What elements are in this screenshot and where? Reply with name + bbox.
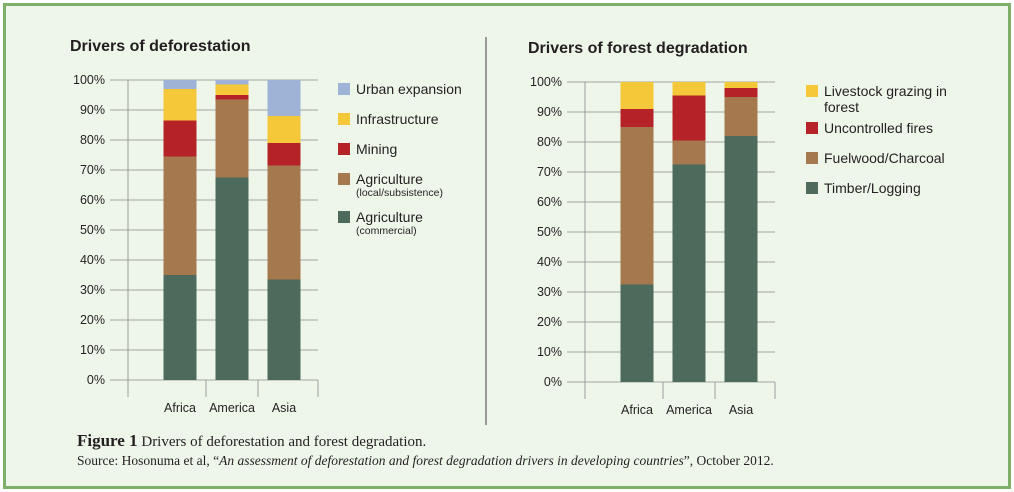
bar-segment-mining	[163, 120, 197, 157]
legend-sublabel: (local/subsistence)	[356, 187, 443, 199]
bar-segment-timber	[620, 284, 654, 382]
bar-segment-fires	[620, 109, 654, 127]
legend-item-urban-expansion: Urban expansion	[338, 81, 462, 97]
legend-swatch	[338, 113, 350, 125]
source-line: Source: Hosonuma et al, “An assessment o…	[77, 453, 774, 469]
legend-item-uncontrolled-fires: Uncontrolled fires	[806, 120, 933, 136]
chart-divider	[485, 37, 487, 425]
legend-label: Fuelwood/Charcoal	[824, 150, 945, 166]
legend-swatch	[806, 182, 818, 194]
y-tick-label: 10%	[80, 343, 105, 357]
y-tick-label: 70%	[80, 163, 105, 177]
legend-label: Livestock grazing in forest	[824, 83, 947, 115]
y-tick-label: 90%	[80, 103, 105, 117]
y-tick-label: 10%	[537, 345, 562, 359]
legend-label: Uncontrolled fires	[824, 120, 933, 136]
y-tick-label: 70%	[537, 165, 562, 179]
source-title: An assessment of deforestation and fores…	[219, 453, 684, 468]
bar-segment-fuelwood	[672, 140, 706, 165]
figure-caption: Figure 1 Drivers of deforestation and fo…	[77, 431, 774, 469]
legend-item-timber-logging: Timber/Logging	[806, 180, 921, 196]
bar-segment-fires	[672, 95, 706, 141]
legend-item-agriculture-commercial: Agriculture (commercial)	[338, 209, 423, 238]
legend-sublabel: (commercial)	[356, 225, 417, 237]
source-prefix: Source: Hosonuma et al, “	[77, 453, 220, 468]
y-tick-label: 30%	[80, 283, 105, 297]
legend-item-agriculture-local: Agriculture (local/subsistence)	[338, 171, 443, 200]
legend-label: Mining	[356, 141, 398, 157]
legend-swatch	[806, 152, 818, 164]
y-tick-label: 40%	[80, 253, 105, 267]
y-tick-label: 60%	[537, 195, 562, 209]
bar-segment-mining	[267, 143, 301, 166]
y-tick-label: 20%	[537, 315, 562, 329]
y-tick-label: 100%	[73, 73, 105, 87]
legend-swatch	[338, 83, 350, 95]
legend-label: Agriculture	[356, 209, 423, 225]
legend-label: Timber/Logging	[824, 180, 921, 196]
legend-label: Urban expansion	[356, 81, 462, 97]
source-suffix: ”, October 2012.	[683, 453, 774, 468]
x-tick-label: America	[209, 401, 255, 415]
x-tick-label: America	[666, 403, 712, 417]
y-tick-label: 40%	[537, 255, 562, 269]
bar-segment-agri_local	[267, 165, 301, 280]
chart-title-degradation: Drivers of forest degradation	[528, 40, 748, 57]
y-tick-label: 0%	[87, 373, 105, 387]
y-tick-label: 0%	[544, 375, 562, 389]
y-tick-label: 100%	[530, 75, 562, 89]
y-tick-label: 50%	[80, 223, 105, 237]
bar-segment-fires	[724, 88, 758, 97]
x-tick-label: Asia	[729, 403, 753, 417]
y-tick-label: 80%	[537, 135, 562, 149]
bar-segment-livestock	[620, 82, 654, 109]
bar-segment-mining	[215, 95, 249, 100]
x-tick-label: Africa	[164, 401, 196, 415]
bar-segment-agri_local	[163, 156, 197, 275]
chart-title-deforestation: Drivers of deforestation	[70, 38, 251, 55]
bar-segment-timber	[672, 164, 706, 382]
bar-segment-livestock	[724, 82, 758, 88]
legend-item-mining: Mining	[338, 141, 397, 157]
y-tick-label: 80%	[80, 133, 105, 147]
y-tick-label: 60%	[80, 193, 105, 207]
legend-item-infrastructure: Infrastructure	[338, 111, 438, 127]
bar-segment-urban	[163, 80, 197, 89]
legend-swatch	[806, 122, 818, 134]
legend-label: Agriculture	[356, 171, 423, 187]
x-tick-label: Africa	[621, 403, 653, 417]
y-tick-label: 20%	[80, 313, 105, 327]
bar-segment-infrastructure	[163, 89, 197, 121]
legend-item-livestock-grazing: Livestock grazing in forest	[806, 83, 954, 115]
bar-segment-infrastructure	[267, 116, 301, 143]
bar-segment-timber	[724, 136, 758, 382]
deforestation-chart: 0% 10% 20% 30% 40% 50% 60% 70% 80% 90% 100% Africa A…	[73, 73, 319, 415]
y-tick-label: 90%	[537, 105, 562, 119]
legend-swatch	[338, 143, 350, 155]
bar-segment-fuelwood	[620, 127, 654, 285]
figure-text: Drivers of deforestation and forest degr…	[137, 434, 427, 450]
legend-swatch	[806, 85, 818, 97]
legend-label: Infrastructure	[356, 111, 439, 127]
x-tick-label: Asia	[272, 401, 296, 415]
degradation-chart: 0% 10% 20% 30% 40% 50% 60% 70% 80% 90% 100% Africa A…	[530, 75, 776, 417]
y-tick-label: 30%	[537, 285, 562, 299]
bar-segment-fuelwood	[724, 97, 758, 136]
bar-segment-agri_local	[215, 99, 249, 178]
legend-item-fuelwood-charcoal: Fuelwood/Charcoal	[806, 150, 945, 166]
legend-swatch	[338, 211, 350, 223]
bar-segment-infrastructure	[215, 84, 249, 95]
figure-label: Figure 1	[77, 431, 138, 450]
bar-segment-agri_commercial	[163, 275, 197, 380]
bar-segment-agri_commercial	[267, 279, 301, 380]
bar-segment-agri_commercial	[215, 177, 249, 380]
legend-swatch	[338, 173, 350, 185]
bar-segment-urban	[267, 80, 301, 116]
bar-segment-livestock	[672, 82, 706, 96]
bar-segment-urban	[215, 80, 249, 85]
y-tick-label: 50%	[537, 225, 562, 239]
